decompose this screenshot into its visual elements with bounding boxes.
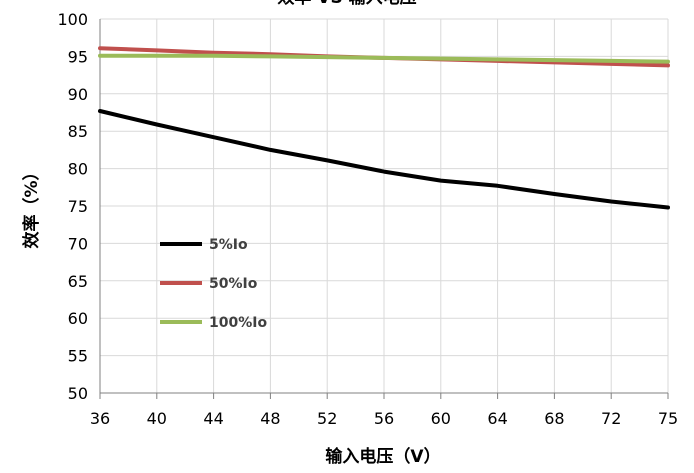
x-tick-label: 75 bbox=[658, 409, 678, 428]
chart-title: 效率 VS 输入电压 bbox=[277, 0, 416, 8]
legend-label-100pctio: 100%Io bbox=[209, 315, 267, 331]
legend-label-5pctio: 5%Io bbox=[209, 237, 248, 253]
axes bbox=[99, 19, 669, 399]
y-axis-title: 效率（%） bbox=[21, 163, 42, 248]
series-line-100pctio bbox=[98, 53, 670, 64]
x-tick-label: 52 bbox=[317, 409, 337, 428]
legend: 5%Io 50%Io 100%Io bbox=[160, 237, 267, 331]
y-tick-label: 90 bbox=[68, 85, 88, 104]
x-tick-label: 36 bbox=[90, 409, 110, 428]
series-line-5pctio bbox=[98, 109, 670, 210]
y-tick-label: 95 bbox=[68, 47, 88, 66]
y-tick-label: 60 bbox=[68, 309, 88, 328]
x-tick-label: 64 bbox=[487, 409, 507, 428]
series-lines bbox=[98, 46, 670, 210]
y-tick-label: 70 bbox=[68, 234, 88, 253]
y-tick-label: 85 bbox=[68, 122, 88, 141]
grid-lines bbox=[99, 18, 669, 394]
y-tick-label: 100 bbox=[57, 10, 88, 29]
y-tick-label: 55 bbox=[68, 347, 88, 366]
tick-labels: 50 55 60 65 70 75 80 85 90 95 100 36 40 44 48 52 56 60 64 6… bbox=[57, 10, 678, 428]
x-tick-label: 48 bbox=[260, 409, 280, 428]
x-tick-label: 56 bbox=[374, 409, 394, 428]
y-tick-label: 50 bbox=[68, 384, 88, 403]
x-tick-label: 40 bbox=[147, 409, 167, 428]
x-tick-label: 68 bbox=[544, 409, 564, 428]
x-tick-label: 72 bbox=[601, 409, 621, 428]
x-axis-title: 输入电压（V） bbox=[325, 446, 440, 467]
y-tick-label: 75 bbox=[68, 197, 88, 216]
x-tick-label: 60 bbox=[431, 409, 451, 428]
x-tick-label: 44 bbox=[203, 409, 223, 428]
y-tick-label: 80 bbox=[68, 160, 88, 179]
legend-label-50pctio: 50%Io bbox=[209, 276, 258, 292]
y-tick-label: 65 bbox=[68, 272, 88, 291]
